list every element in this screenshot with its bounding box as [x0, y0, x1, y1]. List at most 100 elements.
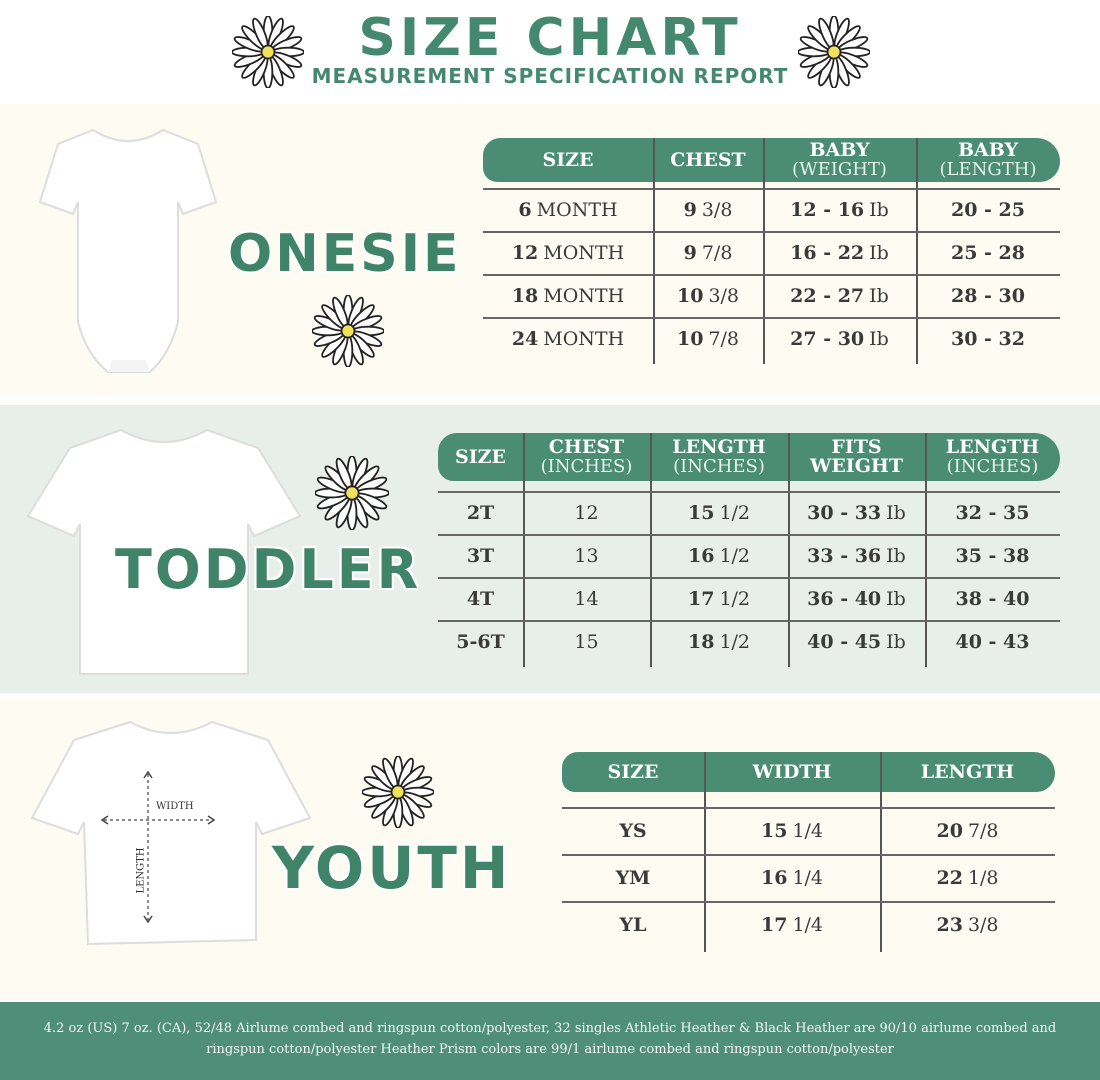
table-cell: YL: [562, 901, 704, 948]
table-cell: 28 - 30: [916, 274, 1060, 317]
cell-value-bold: 30 - 32: [951, 327, 1025, 350]
table-cell: 20 7/8: [880, 807, 1055, 854]
column-header-sub: (INCHES): [946, 456, 1039, 477]
table-cell: 12: [523, 491, 650, 534]
column-header-sub: (WEIGHT): [792, 159, 887, 180]
cell-value-bold: 35 - 38: [955, 544, 1030, 567]
cell-value-unit: 1/2: [719, 544, 751, 567]
cell-value-bold: 16: [760, 866, 788, 889]
column-header: LENGTH (INCHES): [650, 433, 788, 481]
daisy-icon: [231, 15, 305, 89]
table-row: 18 MONTH 10 3/8 22 - 27 Ib 28 - 30: [483, 274, 1060, 317]
column-header-main: LENGTH: [672, 436, 766, 458]
table-cell: 15 1/4: [704, 807, 880, 854]
youth-size-table: SIZE WIDTH LENGTH YS 15 1/4 20 7/8 YM 16 1/4 22 1/8 Y…: [562, 752, 1055, 952]
table-row: YM 16 1/4 22 1/8: [562, 854, 1055, 901]
row-divider: [562, 854, 1055, 856]
cell-value-bold: 10: [676, 327, 704, 350]
cell-value-unit: Ib: [869, 284, 889, 307]
length-label: LENGTH: [135, 847, 147, 894]
cell-value-unit: 1/2: [719, 630, 751, 653]
table-cell: 12 MONTH: [483, 231, 653, 274]
column-header: SIZE: [483, 138, 653, 182]
column-header-main: WIDTH: [752, 760, 832, 783]
cell-value-bold: 25 - 28: [951, 241, 1025, 264]
table-cell: 9 7/8: [653, 231, 763, 274]
daisy-icon: [361, 755, 435, 829]
row-divider: [483, 274, 1060, 276]
cell-value-bold: 24: [511, 327, 539, 350]
cell-value-unit: Ib: [886, 501, 906, 524]
cell-value-bold: 5-6T: [456, 630, 505, 653]
row-divider: [438, 620, 1060, 622]
cell-value-bold: 10: [676, 284, 704, 307]
table-row: YS 15 1/4 20 7/8: [562, 807, 1055, 854]
cell-value-bold: 32 - 35: [955, 501, 1030, 524]
cell-value-unit: 3/8: [708, 284, 740, 307]
cell-value-bold: 40 - 43: [955, 630, 1030, 653]
cell-value-unit: 1/8: [967, 866, 999, 889]
cell-value-unit: Ib: [869, 327, 889, 350]
cell-value-unit: 3/8: [967, 913, 999, 936]
daisy-icon: [797, 15, 871, 89]
cell-value-bold: 23: [936, 913, 963, 936]
column-header: SIZE: [438, 433, 523, 481]
cell-value-bold: YL: [619, 913, 647, 936]
table-cell: 17 1/4: [704, 901, 880, 948]
cell-value-unit: 15: [574, 630, 599, 653]
table-cell: 23 3/8: [880, 901, 1055, 948]
column-divider: [653, 138, 655, 364]
column-divider: [916, 138, 918, 364]
table-row: 3T 13 16 1/2 33 - 36 Ib 35 - 38: [438, 534, 1060, 577]
column-header: FITS WEIGHT: [788, 433, 925, 481]
cell-value-unit: MONTH: [543, 327, 625, 350]
column-header-main: FITS: [831, 436, 882, 458]
cell-value-bold: 16 - 22: [790, 241, 865, 264]
row-divider: [438, 491, 1060, 493]
row-divider: [483, 231, 1060, 233]
table-cell: 35 - 38: [925, 534, 1060, 577]
column-header-main: SIZE: [455, 445, 506, 468]
cell-value-bold: 16: [687, 544, 715, 567]
table-cell: 18 1/2: [650, 620, 788, 663]
table-cell: YM: [562, 854, 704, 901]
onesie-image: [38, 128, 218, 373]
cell-value-unit: Ib: [869, 241, 889, 264]
column-header: CHEST: [653, 138, 763, 182]
column-header: SIZE: [562, 752, 704, 792]
cell-value-unit: 1/2: [719, 587, 751, 610]
table-cell: 27 - 30 Ib: [763, 317, 916, 360]
table-cell: 20 - 25: [916, 188, 1060, 231]
cell-value-bold: 12 - 16: [790, 198, 865, 221]
row-divider: [438, 577, 1060, 579]
table-cell: 16 1/2: [650, 534, 788, 577]
row-divider: [438, 534, 1060, 536]
toddler-label: TODDLER: [115, 538, 422, 601]
cell-value-unit: Ib: [886, 544, 906, 567]
cell-value-unit: 1/4: [792, 866, 824, 889]
cell-value-bold: 20: [936, 819, 963, 842]
cell-value-unit: MONTH: [536, 198, 618, 221]
table-cell: 33 - 36 Ib: [788, 534, 925, 577]
table-cell: 25 - 28: [916, 231, 1060, 274]
toddler-size-table: SIZE CHEST (INCHES) LENGTH (INCHES) FITS WEIGH…: [438, 433, 1060, 667]
table-cell: 24 MONTH: [483, 317, 653, 360]
column-header-main: SIZE: [607, 760, 659, 783]
cell-value-bold: 28 - 30: [951, 284, 1025, 307]
table-cell: 5-6T: [438, 620, 523, 663]
cell-value-unit: 13: [574, 544, 599, 567]
table-cell: 32 - 35: [925, 491, 1060, 534]
column-header: CHEST (INCHES): [523, 433, 650, 481]
cell-value-bold: 18: [687, 630, 715, 653]
cell-value-bold: 22: [936, 866, 963, 889]
table-cell: 16 - 22 Ib: [763, 231, 916, 274]
cell-value-bold: YM: [615, 866, 651, 889]
cell-value-unit: 1/4: [792, 819, 824, 842]
cell-value-bold: 36 - 40: [807, 587, 882, 610]
column-header-main: BABY: [809, 139, 870, 161]
column-header: WIDTH: [704, 752, 880, 792]
table-cell: 6 MONTH: [483, 188, 653, 231]
column-divider: [788, 433, 790, 667]
cell-value-bold: 6: [518, 198, 532, 221]
cell-value-unit: Ib: [869, 198, 889, 221]
